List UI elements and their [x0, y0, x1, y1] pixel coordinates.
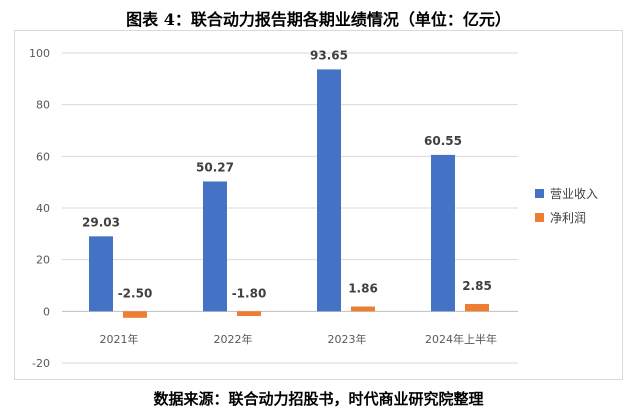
chart-source: 数据来源：联合动力招股书，时代商业研究院整理: [153, 390, 484, 408]
bar-net-profit: [465, 303, 489, 312]
x-tick-label: 2024年上半年: [425, 332, 497, 346]
data-label: 1.86: [348, 282, 378, 296]
data-label: 93.65: [310, 48, 348, 62]
legend-label: 营业收入: [550, 187, 598, 201]
bar-revenue: [431, 154, 455, 312]
chart-frame: [14, 30, 623, 380]
legend-label: 净利润: [550, 211, 586, 225]
y-axis-ticks: -20 0 20 40 60 80 100: [29, 47, 50, 370]
x-tick-label: 2022年: [214, 332, 253, 346]
data-label: -2.50: [118, 286, 153, 300]
bars: [89, 69, 489, 318]
bar-revenue: [317, 69, 341, 312]
bar-revenue: [89, 236, 113, 312]
y-tick-label: 60: [36, 150, 50, 163]
y-tick-label: 100: [29, 47, 50, 60]
y-tick-label: 20: [36, 254, 50, 267]
data-label: 50.27: [196, 160, 234, 174]
bar-net-profit: [237, 311, 261, 316]
data-label: 2.85: [462, 279, 492, 293]
data-label: 29.03: [82, 215, 120, 229]
y-tick-label: 80: [36, 99, 50, 112]
data-labels: 29.03 -2.50 50.27 -1.80 93.65 1.86 60.55 2.85: [82, 48, 492, 300]
x-tick-label: 2023年: [328, 332, 367, 346]
legend-swatch: [535, 213, 544, 222]
chart-title: 图表 4：联合动力报告期各期业绩情况（单位：亿元）: [126, 10, 511, 29]
y-tick-label: 0: [43, 305, 50, 318]
data-label: -1.80: [232, 286, 267, 300]
bar-net-profit: [351, 306, 375, 312]
x-tick-label: 2021年: [100, 332, 139, 346]
y-tick-label: 40: [36, 202, 50, 215]
bar-revenue: [203, 181, 227, 312]
x-axis-ticks: 2021年 2022年 2023年 2024年上半年: [100, 332, 498, 346]
y-tick-label: -20: [32, 357, 50, 370]
data-label: 60.55: [424, 134, 462, 148]
legend-swatch: [535, 189, 544, 198]
bar-net-profit: [123, 311, 147, 318]
